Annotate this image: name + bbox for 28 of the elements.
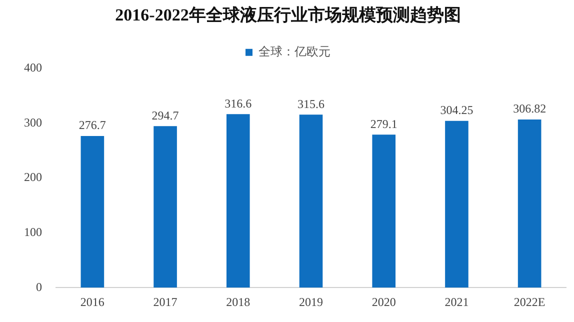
bar <box>226 114 250 288</box>
x-tick-label: 2016 <box>80 294 104 309</box>
bar <box>372 134 396 288</box>
chart-title: 2016-2022年全球液压行业市场规模预测趋势图 <box>115 6 461 25</box>
data-label: 316.6 <box>224 96 252 110</box>
data-label: 279.1 <box>370 116 398 131</box>
legend-label: 全球：亿欧元 <box>258 44 330 59</box>
x-tick-label: 2021 <box>444 294 469 309</box>
x-tick-label: 2018 <box>226 294 250 309</box>
y-tick-label: 400 <box>24 60 42 75</box>
x-tick-label: 2017 <box>153 294 178 309</box>
data-label: 304.25 <box>440 103 474 118</box>
bar <box>299 114 323 288</box>
x-tick-label: 2022E <box>514 294 546 309</box>
bar <box>80 136 104 288</box>
bar <box>445 120 468 288</box>
bar <box>154 126 177 288</box>
data-label: 315.6 <box>298 96 324 111</box>
data-label: 294.7 <box>152 108 179 122</box>
data-label: 306.82 <box>513 102 546 116</box>
bar <box>518 119 542 288</box>
y-tick-label: 300 <box>24 115 42 130</box>
y-tick-label: 200 <box>24 170 42 184</box>
y-tick-label: 0 <box>36 280 42 294</box>
y-tick-label: 100 <box>24 224 42 239</box>
x-tick-label: 2020 <box>372 294 396 309</box>
x-tick-label: 2019 <box>299 294 323 309</box>
data-label: 276.7 <box>78 118 106 132</box>
